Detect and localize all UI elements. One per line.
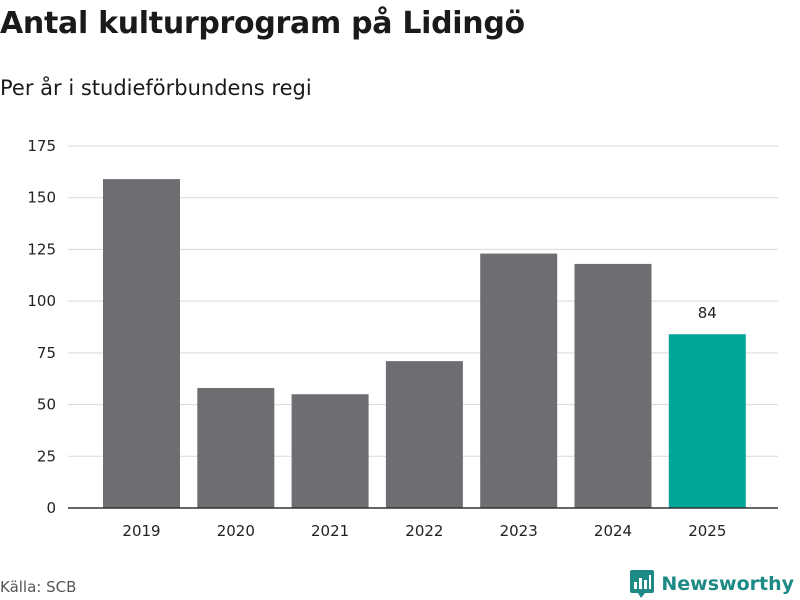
y-tick-label: 150	[27, 189, 56, 207]
data-label: 84	[698, 304, 717, 322]
bar-2024	[574, 263, 652, 508]
x-tick-label: 2024	[594, 522, 632, 540]
y-tick-label: 100	[27, 292, 56, 310]
bar-2025	[668, 334, 746, 508]
y-tick-label: 0	[46, 499, 56, 517]
x-tick-label: 2021	[311, 522, 349, 540]
bar-2020	[197, 388, 275, 508]
brand-logo: Newsworthy	[629, 569, 794, 599]
y-tick-label: 125	[27, 240, 56, 258]
chart-subtitle: Per år i studieförbundens regi	[0, 76, 312, 100]
source-note: Källa: SCB	[0, 578, 77, 596]
x-tick-label: 2020	[217, 522, 255, 540]
chart-title: Antal kulturprogram på Lidingö	[0, 6, 525, 41]
bar-2023	[480, 253, 558, 508]
x-tick-label: 2023	[500, 522, 538, 540]
data-labels: 84	[698, 304, 717, 322]
y-tick-label: 175	[27, 137, 56, 155]
brand-name: Newsworthy	[661, 573, 794, 595]
grid-lines	[68, 145, 778, 457]
y-tick-label: 25	[37, 447, 56, 465]
x-tick-label: 2022	[405, 522, 443, 540]
bar-2022	[385, 361, 463, 508]
x-axis-ticks: 2019 2020 2021 2022 2023 2024 2025	[122, 522, 726, 540]
y-axis-ticks: 0 25 50 75 100 125 150 175	[27, 137, 56, 517]
bars	[103, 179, 746, 508]
y-tick-label: 75	[37, 344, 56, 362]
x-tick-label: 2019	[122, 522, 160, 540]
x-tick-label: 2025	[688, 522, 726, 540]
newsworthy-logo-icon	[630, 570, 655, 598]
y-tick-label: 50	[37, 396, 56, 414]
bar-2019	[103, 179, 180, 508]
bar-2021	[291, 394, 369, 508]
